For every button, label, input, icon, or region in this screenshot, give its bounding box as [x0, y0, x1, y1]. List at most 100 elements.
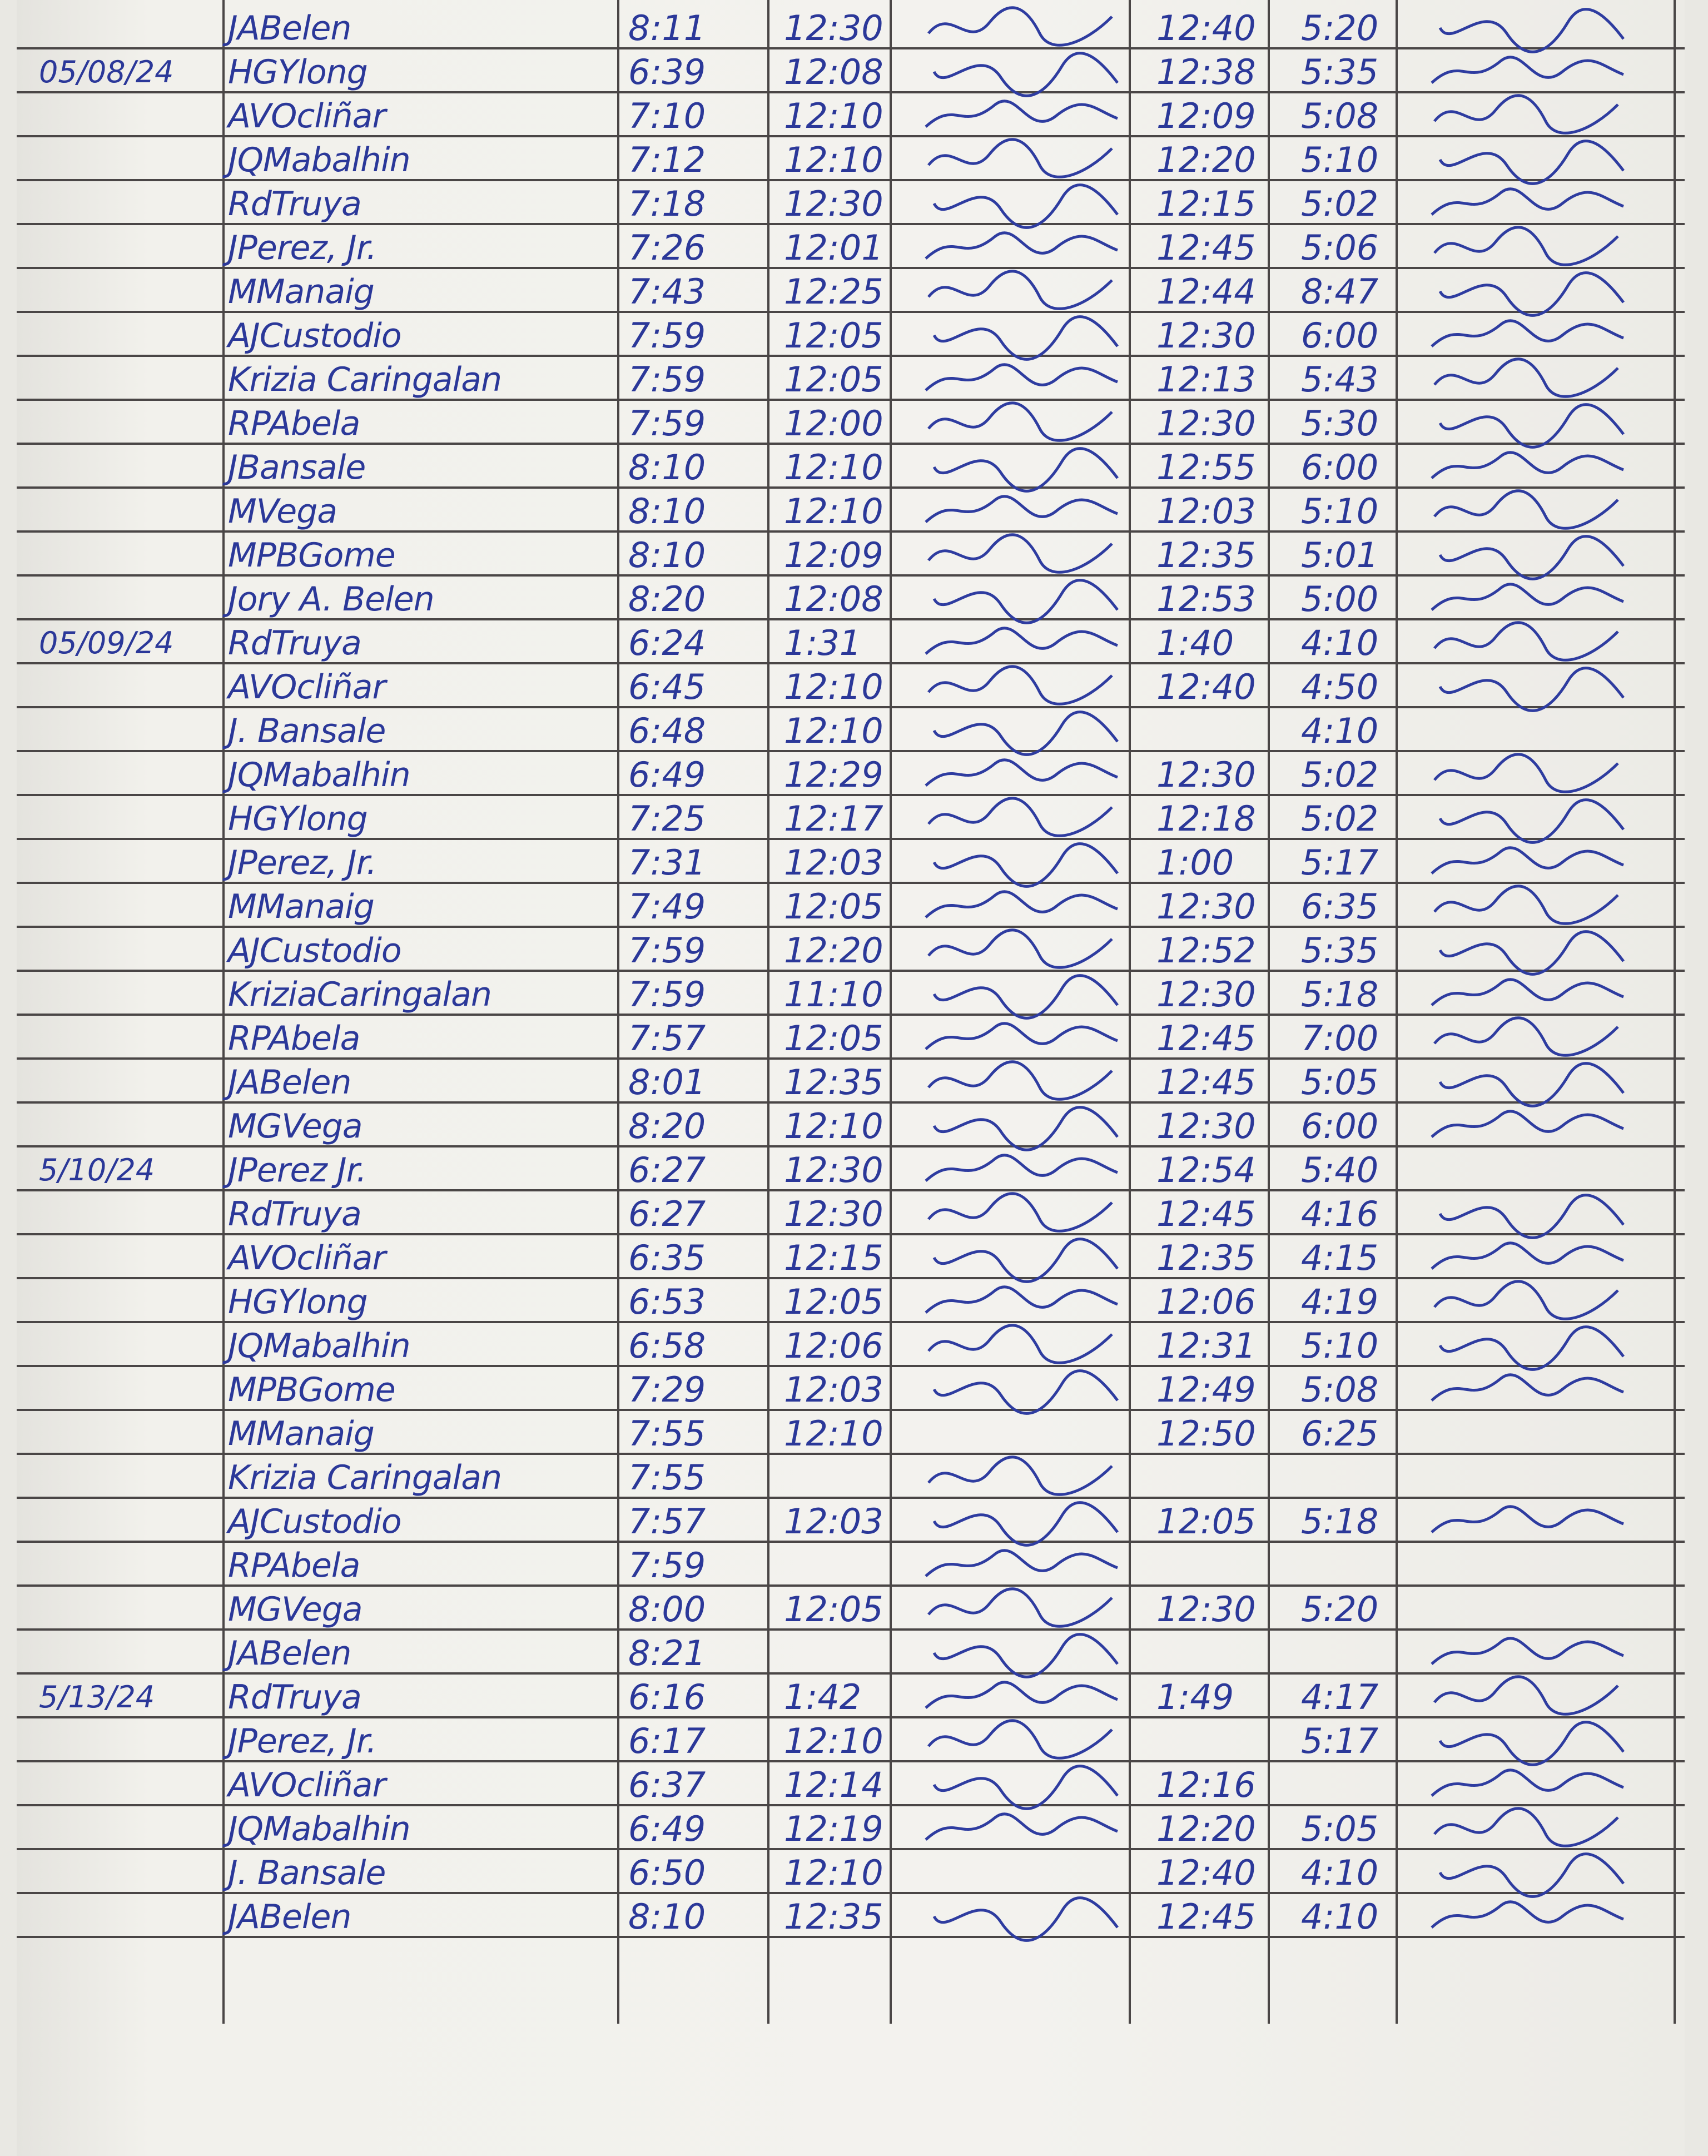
- attendance-row: AVOcliñar 6:35 12:15 12:35 4:15: [17, 1235, 1685, 1283]
- attendance-row: 05/09/24 RdTruya 6:24 1:31 1:40 4:10: [17, 620, 1685, 664]
- signature-scribble: [932, 842, 1119, 888]
- pm-out-time: 5:35: [1301, 930, 1379, 971]
- am-out-time: 12:00: [784, 403, 883, 444]
- am-out-time: 12:05: [784, 315, 883, 356]
- am-out-time: 12:10: [784, 140, 883, 180]
- signature-stroke: [1438, 798, 1625, 844]
- pm-in-time: 12:35: [1156, 535, 1256, 575]
- am-in-time: 6:58: [628, 1325, 706, 1366]
- am-out-time: 12:01: [784, 227, 883, 268]
- pm-out-time: 4:10: [1301, 623, 1379, 663]
- attendance-row: MVega 8:10 12:10 12:03 5:10: [17, 489, 1685, 533]
- signature-scribble: [1433, 885, 1619, 925]
- signature-scribble: [927, 1587, 1113, 1628]
- signature-scribble: [932, 711, 1119, 756]
- signature-scribble: [925, 627, 1118, 655]
- signature-scribble: [932, 183, 1119, 229]
- pm-in-time: 12:35: [1156, 1238, 1256, 1278]
- pm-out-time: 5:06: [1301, 227, 1379, 268]
- signature-scribble: [1431, 56, 1624, 84]
- pm-in-time: 12:38: [1156, 52, 1256, 92]
- pm-in-time: 12:53: [1156, 579, 1256, 619]
- attendance-row: Krizia Caringalan 7:55: [17, 1455, 1685, 1499]
- attendance-row: Jory A. Belen 8:20 12:08 12:53 5:00: [17, 577, 1685, 624]
- signature-stroke: [927, 928, 1113, 969]
- signature-stroke: [1431, 978, 1624, 1006]
- attendance-row: AVOcliñar 7:10 12:10 12:09 5:08: [17, 93, 1685, 137]
- am-out-time: 12:30: [784, 183, 883, 224]
- attendance-row: MManaig 7:49 12:05 12:30 6:35: [17, 884, 1685, 928]
- am-in-time: 7:26: [628, 227, 706, 268]
- signature-scribble: [932, 1633, 1119, 1678]
- signature-scribble: [927, 270, 1113, 310]
- signature-scribble: [925, 758, 1118, 787]
- am-in-time: 8:20: [628, 579, 706, 619]
- am-in-time: 6:17: [628, 1721, 706, 1761]
- am-out-time: 11:10: [784, 974, 883, 1015]
- signature-scribble: [927, 401, 1113, 442]
- attendance-row: AJCustodio 7:57 12:03 12:05 5:18: [17, 1499, 1685, 1547]
- am-out-time: 12:10: [784, 1413, 883, 1454]
- signature-stroke: [927, 1455, 1113, 1496]
- signature-stroke: [1438, 8, 1625, 53]
- am-out-time: 12:10: [784, 96, 883, 136]
- signature-scribble: [1431, 1505, 1624, 1533]
- am-out-time: 12:03: [784, 1369, 883, 1410]
- attendance-row: AJCustodio 7:59 12:20 12:52 5:35: [17, 928, 1685, 976]
- attendance-row: RdTruya 6:27 12:30 12:45 4:16: [17, 1191, 1685, 1239]
- signature-scribble: [925, 1549, 1118, 1577]
- employee-name: KriziaCaringalan: [228, 975, 492, 1014]
- employee-name: HGYlong: [228, 799, 368, 838]
- am-out-time: 12:19: [784, 1809, 883, 1849]
- am-in-time: 7:57: [628, 1501, 706, 1542]
- am-out-time: 12:10: [784, 491, 883, 531]
- am-out-time: 12:05: [784, 359, 883, 400]
- attendance-row: AVOcliñar 6:37 12:14 12:16: [17, 1762, 1685, 1810]
- employee-name: MPBGome: [228, 536, 396, 575]
- signature-stroke: [925, 100, 1118, 128]
- am-in-time: 7:31: [628, 842, 706, 883]
- signature-stroke: [927, 1324, 1113, 1364]
- column-divider: [617, 0, 619, 2024]
- am-in-time: 7:25: [628, 798, 706, 839]
- signature-stroke: [932, 1765, 1119, 1810]
- signature-stroke: [932, 52, 1119, 97]
- am-in-time: 6:49: [628, 754, 706, 795]
- am-out-time: 12:15: [784, 1238, 883, 1278]
- signature-scribble: [927, 928, 1113, 969]
- pm-in-time: 12:20: [1156, 140, 1256, 180]
- signature-stroke: [932, 183, 1119, 229]
- employee-name: AJCustodio: [228, 1502, 402, 1541]
- signature-stroke: [925, 627, 1118, 655]
- am-in-time: 6:16: [628, 1677, 706, 1717]
- am-out-time: 1:42: [784, 1677, 862, 1717]
- employee-name: RdTruya: [228, 1678, 362, 1717]
- attendance-row: RPAbela 7:57 12:05 12:45 7:00: [17, 1016, 1685, 1060]
- column-divider: [1129, 0, 1131, 2024]
- attendance-row: JQMabalhin 6:49 12:29 12:30 5:02: [17, 752, 1685, 796]
- signature-stroke: [932, 447, 1119, 493]
- attendance-row: RPAbela 7:59: [17, 1543, 1685, 1587]
- signature-scribble: [925, 231, 1118, 260]
- attendance-row: MPBGome 7:29 12:03 12:49 5:08: [17, 1367, 1685, 1415]
- signature-scribble: [932, 52, 1119, 97]
- pm-out-time: 5:00: [1301, 579, 1379, 619]
- signature-scribble: [925, 1285, 1118, 1314]
- signature-scribble: [1438, 535, 1625, 580]
- am-in-time: 6:27: [628, 1194, 706, 1234]
- employee-name: JABelen: [228, 9, 351, 48]
- attendance-row: JABelen 8:21: [17, 1631, 1685, 1678]
- employee-name: JABelen: [228, 1063, 351, 1102]
- signature-stroke: [1431, 56, 1624, 84]
- attendance-row: MGVega 8:20 12:10 12:30 6:00: [17, 1104, 1685, 1151]
- pm-out-time: 6:25: [1301, 1413, 1379, 1454]
- pm-in-time: 12:30: [1156, 315, 1256, 356]
- pm-in-time: 12:30: [1156, 1106, 1256, 1146]
- signature-stroke: [932, 1501, 1119, 1547]
- signature-stroke: [927, 533, 1113, 574]
- am-in-time: 6:48: [628, 711, 706, 751]
- signature-stroke: [925, 231, 1118, 260]
- am-in-time: 7:59: [628, 359, 706, 400]
- signature-scribble: [1433, 226, 1619, 266]
- employee-name: JPerez, Jr.: [228, 843, 377, 882]
